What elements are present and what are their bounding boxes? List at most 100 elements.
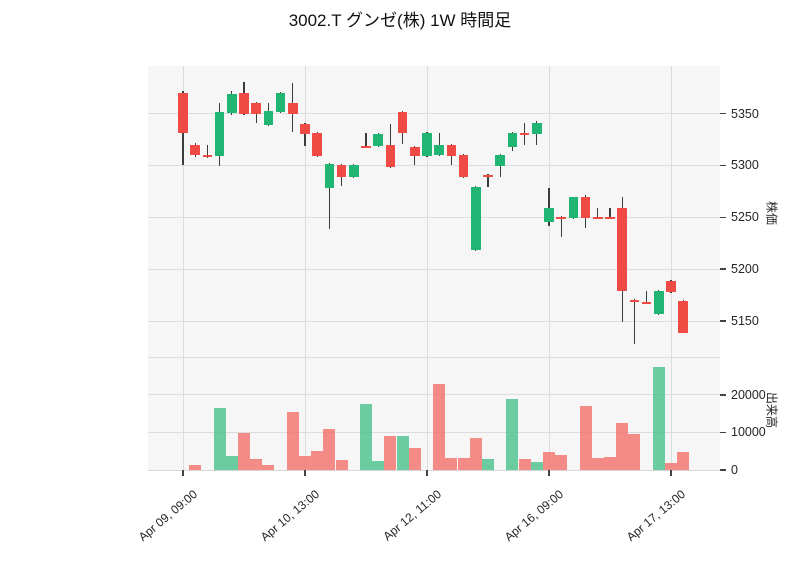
volume-bar [445, 458, 458, 470]
y-tick-mark [720, 216, 726, 218]
candle-body [373, 134, 383, 146]
candle-body [178, 92, 188, 134]
volume-bar [396, 435, 409, 470]
candle-body [568, 196, 579, 219]
candle-body [580, 196, 591, 219]
candle-body [495, 155, 505, 167]
volume-bar [262, 464, 275, 470]
candle-body [214, 112, 225, 157]
volume-bar [323, 428, 336, 470]
volume-bar [579, 405, 592, 470]
volume-bar [616, 423, 629, 470]
candle-body [202, 155, 213, 158]
candle-body [410, 146, 420, 157]
volume-bar [286, 411, 299, 470]
candle-wick [548, 188, 550, 226]
x-tick-mark [304, 470, 306, 476]
candle-wick [328, 163, 331, 229]
volume-bar [591, 457, 604, 470]
candle-body [666, 280, 676, 292]
candle-body [239, 92, 249, 114]
y-tick-label: 5350 [731, 106, 759, 121]
volume-bar [530, 462, 543, 470]
candle-body [422, 133, 432, 157]
gridline-horizontal [148, 113, 720, 114]
volume-bar [543, 451, 555, 470]
volume-bar [238, 433, 250, 470]
chart-title: 3002.T グンゼ(株) 1W 時間足 [288, 11, 512, 30]
price-axis-label: 株価 [764, 200, 779, 226]
volume-bar [604, 456, 616, 470]
candle-body [483, 174, 493, 177]
gridline-vertical [426, 66, 428, 470]
x-tick-label: Apr 09, 09:00 [135, 487, 200, 545]
x-tick-label: Apr 16, 09:00 [501, 487, 566, 545]
volume-bar [482, 459, 494, 470]
candle-body [434, 144, 444, 155]
y-tick-mark [720, 394, 726, 396]
candle-body [336, 165, 347, 177]
volume-bar [384, 436, 397, 470]
volume-bar [189, 465, 202, 470]
candle-body [471, 187, 481, 251]
x-tick-label: Apr 10, 13:00 [257, 487, 322, 545]
candle-body [263, 111, 274, 125]
candle-wick [487, 173, 489, 188]
candle-body [593, 217, 603, 220]
candle-body [300, 123, 310, 135]
x-tick-mark [426, 470, 428, 476]
volume-bar [506, 398, 519, 470]
x-tick-mark [182, 470, 184, 476]
candle-body [251, 103, 261, 114]
candle-body [190, 144, 200, 155]
gridline-horizontal [148, 164, 720, 166]
y-tick-mark [720, 112, 726, 115]
y-tick-label: 10000 [731, 425, 766, 440]
volume-bar [372, 460, 385, 470]
volume-bar [555, 455, 568, 470]
gridline-horizontal [148, 216, 720, 218]
y-tick-label: 5150 [731, 314, 759, 328]
candle-body [519, 133, 530, 136]
candle-wick [633, 299, 636, 344]
gridline-vertical [182, 66, 184, 470]
candle-body [361, 145, 371, 148]
gridline-vertical [670, 66, 672, 470]
candle-body [544, 207, 554, 223]
candle-body [349, 165, 359, 177]
y-tick-mark [720, 268, 726, 270]
volume-bar [225, 456, 238, 470]
volume-bar [335, 460, 348, 470]
candle-wick [609, 207, 611, 220]
volume-bar [360, 403, 372, 470]
gridline-horizontal [148, 268, 720, 270]
y-tick-mark [720, 164, 726, 167]
volume-bar [311, 451, 324, 470]
y-tick-mark [720, 320, 726, 322]
gridline-vertical [548, 66, 550, 470]
y-tick-mark [720, 431, 726, 434]
y-tick-label: 5250 [731, 210, 759, 225]
candle-wick [304, 122, 306, 146]
candle-body [605, 217, 615, 220]
y-tick-label: 20000 [731, 387, 766, 402]
volume-bar [665, 463, 677, 470]
volume-bar [408, 448, 421, 470]
gridline-horizontal [148, 320, 720, 322]
y-tick-mark [720, 469, 726, 471]
volume-bar [213, 408, 226, 470]
volume-bar [628, 433, 641, 470]
candle-body [288, 103, 298, 114]
candle-body [397, 112, 408, 134]
gridline-vertical [304, 66, 306, 470]
volume-bar [433, 383, 446, 470]
candle-body [641, 302, 652, 305]
candle-body [678, 301, 688, 334]
volume-axis-label: 出来高 [764, 391, 779, 429]
volume-bar [677, 451, 690, 470]
y-tick-label: 5200 [731, 262, 759, 277]
candle-body [629, 300, 640, 303]
candle-wick [206, 144, 209, 159]
candle-wick [438, 133, 440, 157]
candle-body [507, 133, 518, 147]
